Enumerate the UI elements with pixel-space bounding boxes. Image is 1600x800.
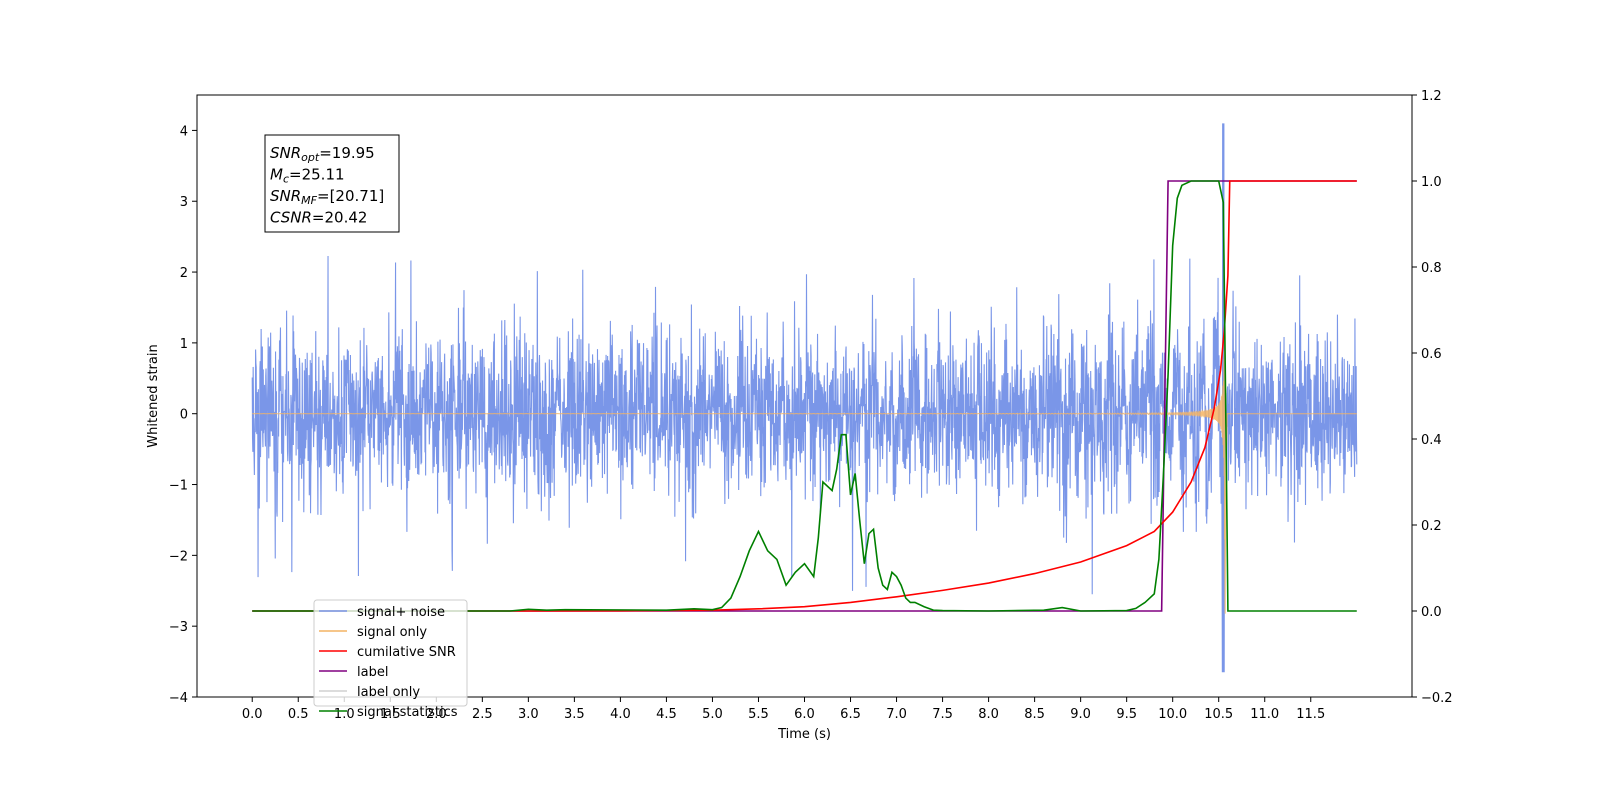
x-tick-label: 4.0 <box>610 707 631 722</box>
x-tick-label: 7.5 <box>932 707 953 722</box>
annotation-line: SNRopt=19.95 <box>270 144 375 164</box>
legend-label: cumilative SNR <box>357 645 456 660</box>
y-tick-label: 3 <box>180 195 188 210</box>
y-tick-label: −1 <box>169 479 188 494</box>
series-signal-statistics <box>252 180 1357 612</box>
x-tick-label: 2.0 <box>426 707 447 722</box>
x-tick-label: 1.5 <box>380 707 401 722</box>
y2-tick-label: 1.0 <box>1421 175 1442 190</box>
x-tick-label: 8.0 <box>978 707 999 722</box>
x-tick-label: 3.0 <box>518 707 539 722</box>
x-tick-label: 10.5 <box>1204 707 1233 722</box>
x-tick-label: 1.0 <box>334 707 355 722</box>
legend: signal+ noise signal only cumilative SNR la… <box>313 599 468 720</box>
x-tick-label: 4.5 <box>656 707 677 722</box>
y2-tick-label: 0.2 <box>1421 519 1442 534</box>
legend-frame <box>313 599 468 707</box>
legend-label: signal statistics <box>357 705 458 720</box>
y2-tick-label: 0.8 <box>1421 261 1442 276</box>
x-tick-label: 9.0 <box>1070 707 1091 722</box>
y2-tick-label: 0.0 <box>1421 605 1442 620</box>
x-tick-label: 2.5 <box>472 707 493 722</box>
annotation-line: SNRMF=[20.71] <box>270 187 384 207</box>
y-tick-label: −4 <box>169 691 188 706</box>
y-tick-label: 1 <box>180 337 188 352</box>
x-tick-label: 10.0 <box>1158 707 1187 722</box>
legend-label: signal only <box>357 625 427 640</box>
annotation-line: CSNR=20.42 <box>270 209 367 227</box>
y-tick-label: −2 <box>169 549 188 564</box>
y-axis-label: Whitened strain <box>146 344 161 447</box>
x-tick-label: 3.5 <box>564 707 585 722</box>
x-axis-label: Time (s) <box>777 727 831 742</box>
x-tick-label: 8.5 <box>1024 707 1045 722</box>
y2-tick-label: −0.2 <box>1421 691 1453 706</box>
legend-label: label <box>357 665 388 680</box>
y2-tick-label: 0.4 <box>1421 433 1442 448</box>
annotation-frame <box>264 134 400 233</box>
y-tick-label: 4 <box>180 124 188 139</box>
x-tick-label: 7.0 <box>886 707 907 722</box>
y2-tick-label: 1.2 <box>1421 89 1442 104</box>
series-layer <box>251 123 1358 673</box>
legend-label: signal+ noise <box>357 605 445 620</box>
x-tick-label: 0.5 <box>288 707 309 722</box>
series-signal-only <box>252 309 1357 614</box>
x-tick-label: 11.0 <box>1250 707 1279 722</box>
y-tick-label: 0 <box>180 408 188 423</box>
x-tick-label: 6.0 <box>794 707 815 722</box>
x-tick-label: 9.5 <box>1116 707 1137 722</box>
y2-tick-label: 0.6 <box>1421 347 1442 362</box>
series-signal-noise <box>251 123 1358 673</box>
legend-label: label only <box>357 685 420 700</box>
x-tick-label: 11.5 <box>1296 707 1325 722</box>
series-cumilative-snr <box>252 180 1357 612</box>
x-tick-label: 5.0 <box>702 707 723 722</box>
x-axis: 0.0 0.5 1.0 1.5 2.0 2.5 3.0 3.5 4.0 4.5 5.0 5.5 6.0 6… <box>242 697 1325 722</box>
x-tick-label: 6.5 <box>840 707 861 722</box>
annotation-line: Mc=25.11 <box>270 166 345 186</box>
y-tick-label: 2 <box>180 266 188 281</box>
y-tick-label: −3 <box>169 620 188 635</box>
x-tick-label: 5.5 <box>748 707 769 722</box>
x-tick-label: 0.0 <box>242 707 263 722</box>
y-axis-left: −4 −3 −2 −1 0 1 2 3 4 <box>169 124 197 706</box>
y-axis-right: −0.2 0.0 0.2 0.4 0.6 0.8 1.0 1.2 <box>1412 89 1453 706</box>
